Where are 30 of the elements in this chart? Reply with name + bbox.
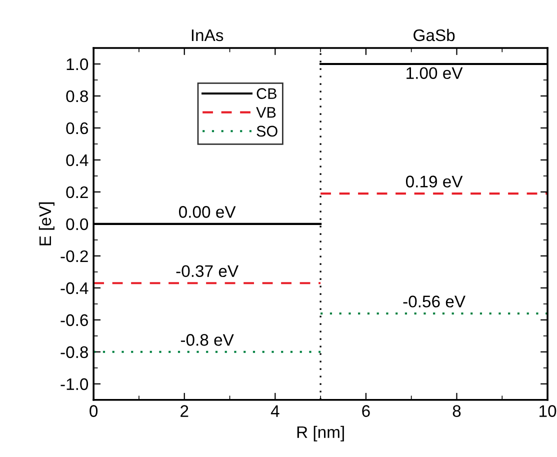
annotation: -0.56 eV [403, 296, 466, 308]
legend-label: VB [256, 107, 276, 118]
y-tick-label: 0.4 [66, 154, 88, 166]
x-tick-label: 6 [362, 405, 370, 417]
x-tick-label: 4 [270, 405, 280, 417]
y-tick-label: -0.4 [60, 282, 88, 294]
y-tick-label: -1.0 [60, 378, 88, 390]
y-tick-label: 0.0 [66, 218, 88, 230]
y-tick-label: -0.6 [60, 314, 88, 326]
y-tick-label: -0.8 [60, 346, 88, 358]
legend-label: SO [256, 126, 278, 137]
annotation: -0.37 eV [176, 265, 238, 278]
y-tick-label: 0.6 [66, 122, 88, 134]
annotation: -0.8 eV [180, 334, 234, 346]
annotation: 0.00 eV [178, 206, 236, 218]
y-tick-label: 0.2 [66, 186, 88, 198]
y-tick-label: 0.8 [66, 90, 88, 102]
x-tick-label: 0 [90, 405, 98, 417]
text: GaSb [414, 28, 455, 42]
x-tick-label: 8 [452, 405, 461, 417]
legend-label: CB [256, 88, 276, 99]
y-tick-label: 1.0 [66, 58, 88, 70]
y-axis-title: E [eV] [38, 202, 54, 246]
x-axis-title: R [nm] [297, 426, 344, 442]
y-tick-label: -0.2 [60, 250, 88, 262]
x-tick-label: 2 [180, 405, 188, 417]
annotation: 0.19 eV [406, 176, 463, 188]
text: InAs [192, 30, 224, 42]
x-tick-label: 10 [540, 405, 556, 417]
annotation: 1.00 eV [406, 67, 463, 79]
